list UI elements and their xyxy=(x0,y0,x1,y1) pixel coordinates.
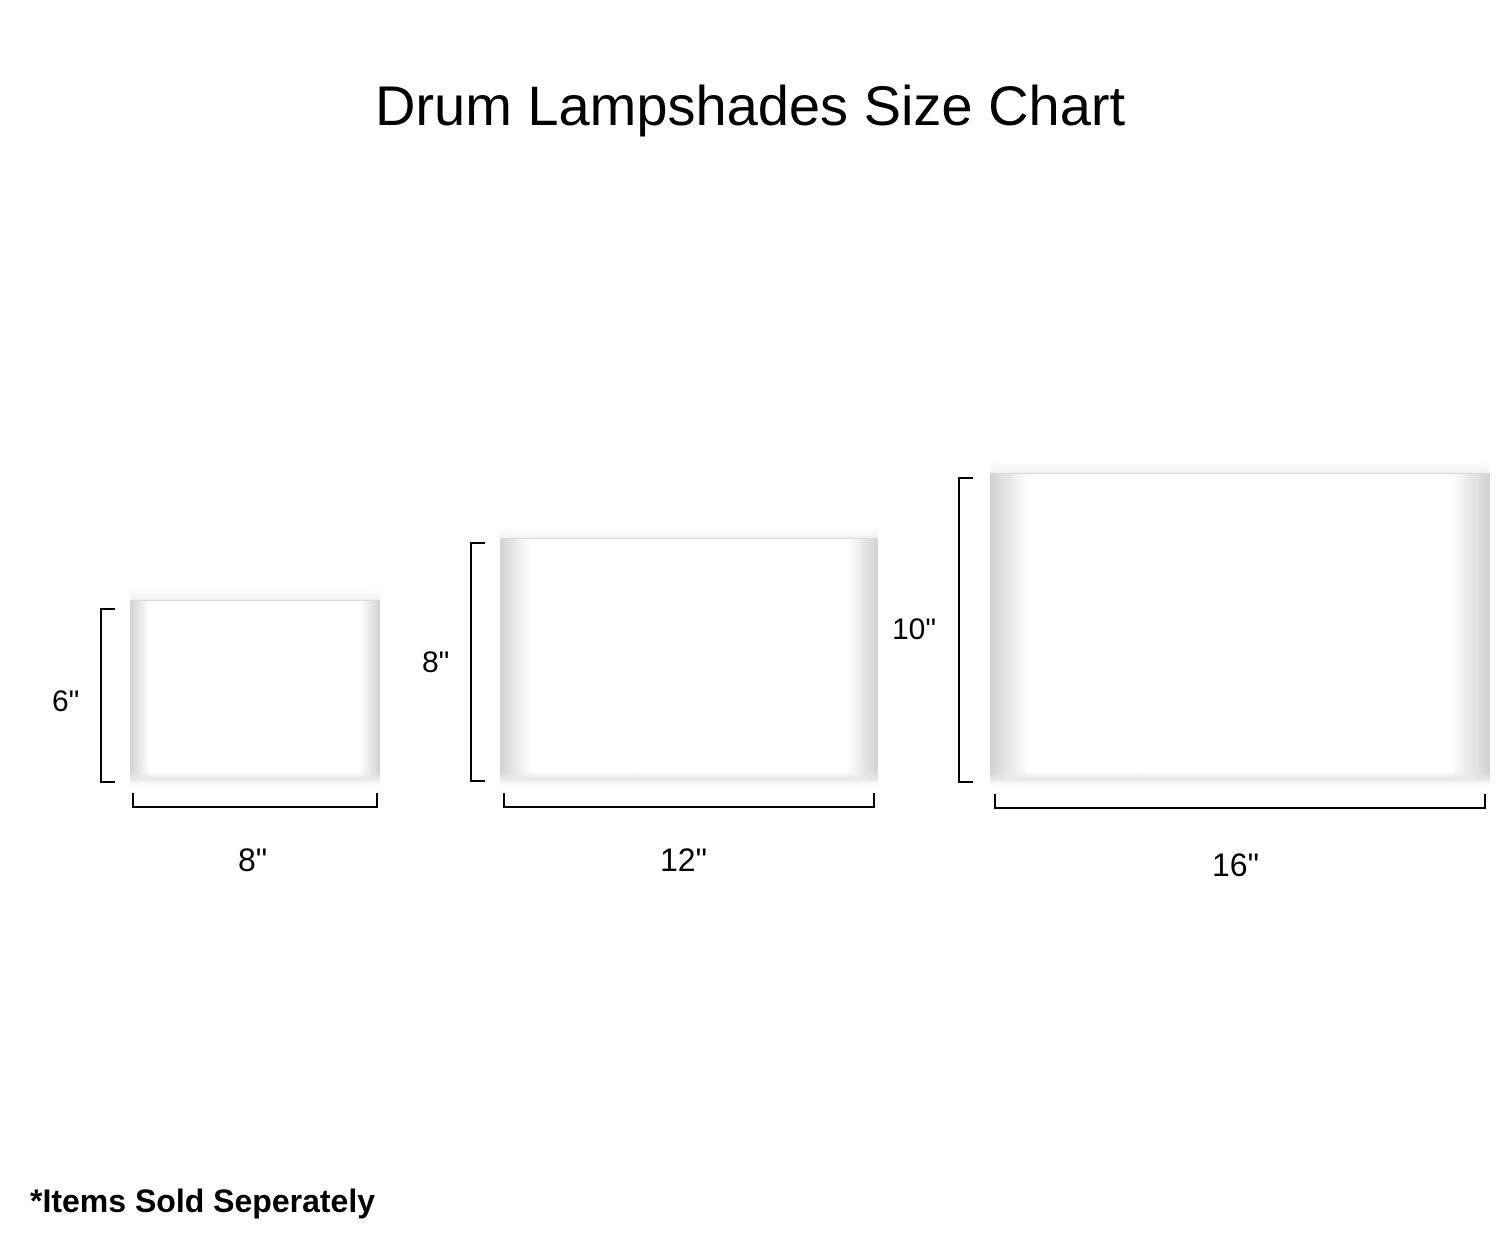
height-bracket xyxy=(470,542,472,782)
width-bracket xyxy=(994,807,1486,809)
pattern-band xyxy=(990,577,1490,665)
width-bracket xyxy=(132,806,378,808)
height-label: 8" xyxy=(422,646,449,680)
lampshade-body xyxy=(130,590,380,785)
height-label: 10" xyxy=(892,613,936,647)
pattern-band xyxy=(990,494,1490,554)
pattern-band xyxy=(500,602,878,612)
pattern-band xyxy=(990,554,1490,567)
height-bracket xyxy=(958,477,960,783)
pattern-band xyxy=(990,777,1490,785)
lampshade-medium: 8"12" xyxy=(500,528,878,785)
pattern-band xyxy=(130,664,380,719)
pattern-band xyxy=(500,690,878,698)
pattern-band xyxy=(500,538,878,548)
lampshade-large: 10"16" xyxy=(990,463,1490,785)
pattern-band xyxy=(130,777,380,783)
lampshade-body xyxy=(990,463,1490,785)
height-bracket xyxy=(100,608,102,783)
pattern-band xyxy=(130,729,380,777)
height-label: 6" xyxy=(52,685,79,719)
pattern-band xyxy=(990,567,1490,577)
pattern-band xyxy=(130,600,380,608)
pattern-band xyxy=(130,650,380,658)
pattern-band xyxy=(500,612,878,620)
width-label: 16" xyxy=(1212,847,1259,884)
pattern-band xyxy=(990,665,1490,675)
pattern-band xyxy=(500,620,878,690)
pattern-band xyxy=(130,613,380,650)
width-label: 12" xyxy=(660,842,707,879)
width-bracket xyxy=(503,806,875,808)
lampshade-body xyxy=(500,528,878,785)
pattern-band xyxy=(500,554,878,602)
page-title: Drum Lampshades Size Chart xyxy=(0,73,1500,138)
pattern-band xyxy=(990,486,1490,494)
width-label: 8" xyxy=(238,842,267,879)
pattern-band xyxy=(990,681,1490,777)
pattern-band xyxy=(500,777,878,785)
lampshade-small: 6"8" xyxy=(130,590,380,785)
pattern-band xyxy=(500,703,878,777)
pattern-band xyxy=(990,473,1490,486)
footnote-text: *Items Sold Seperately xyxy=(30,1183,375,1220)
